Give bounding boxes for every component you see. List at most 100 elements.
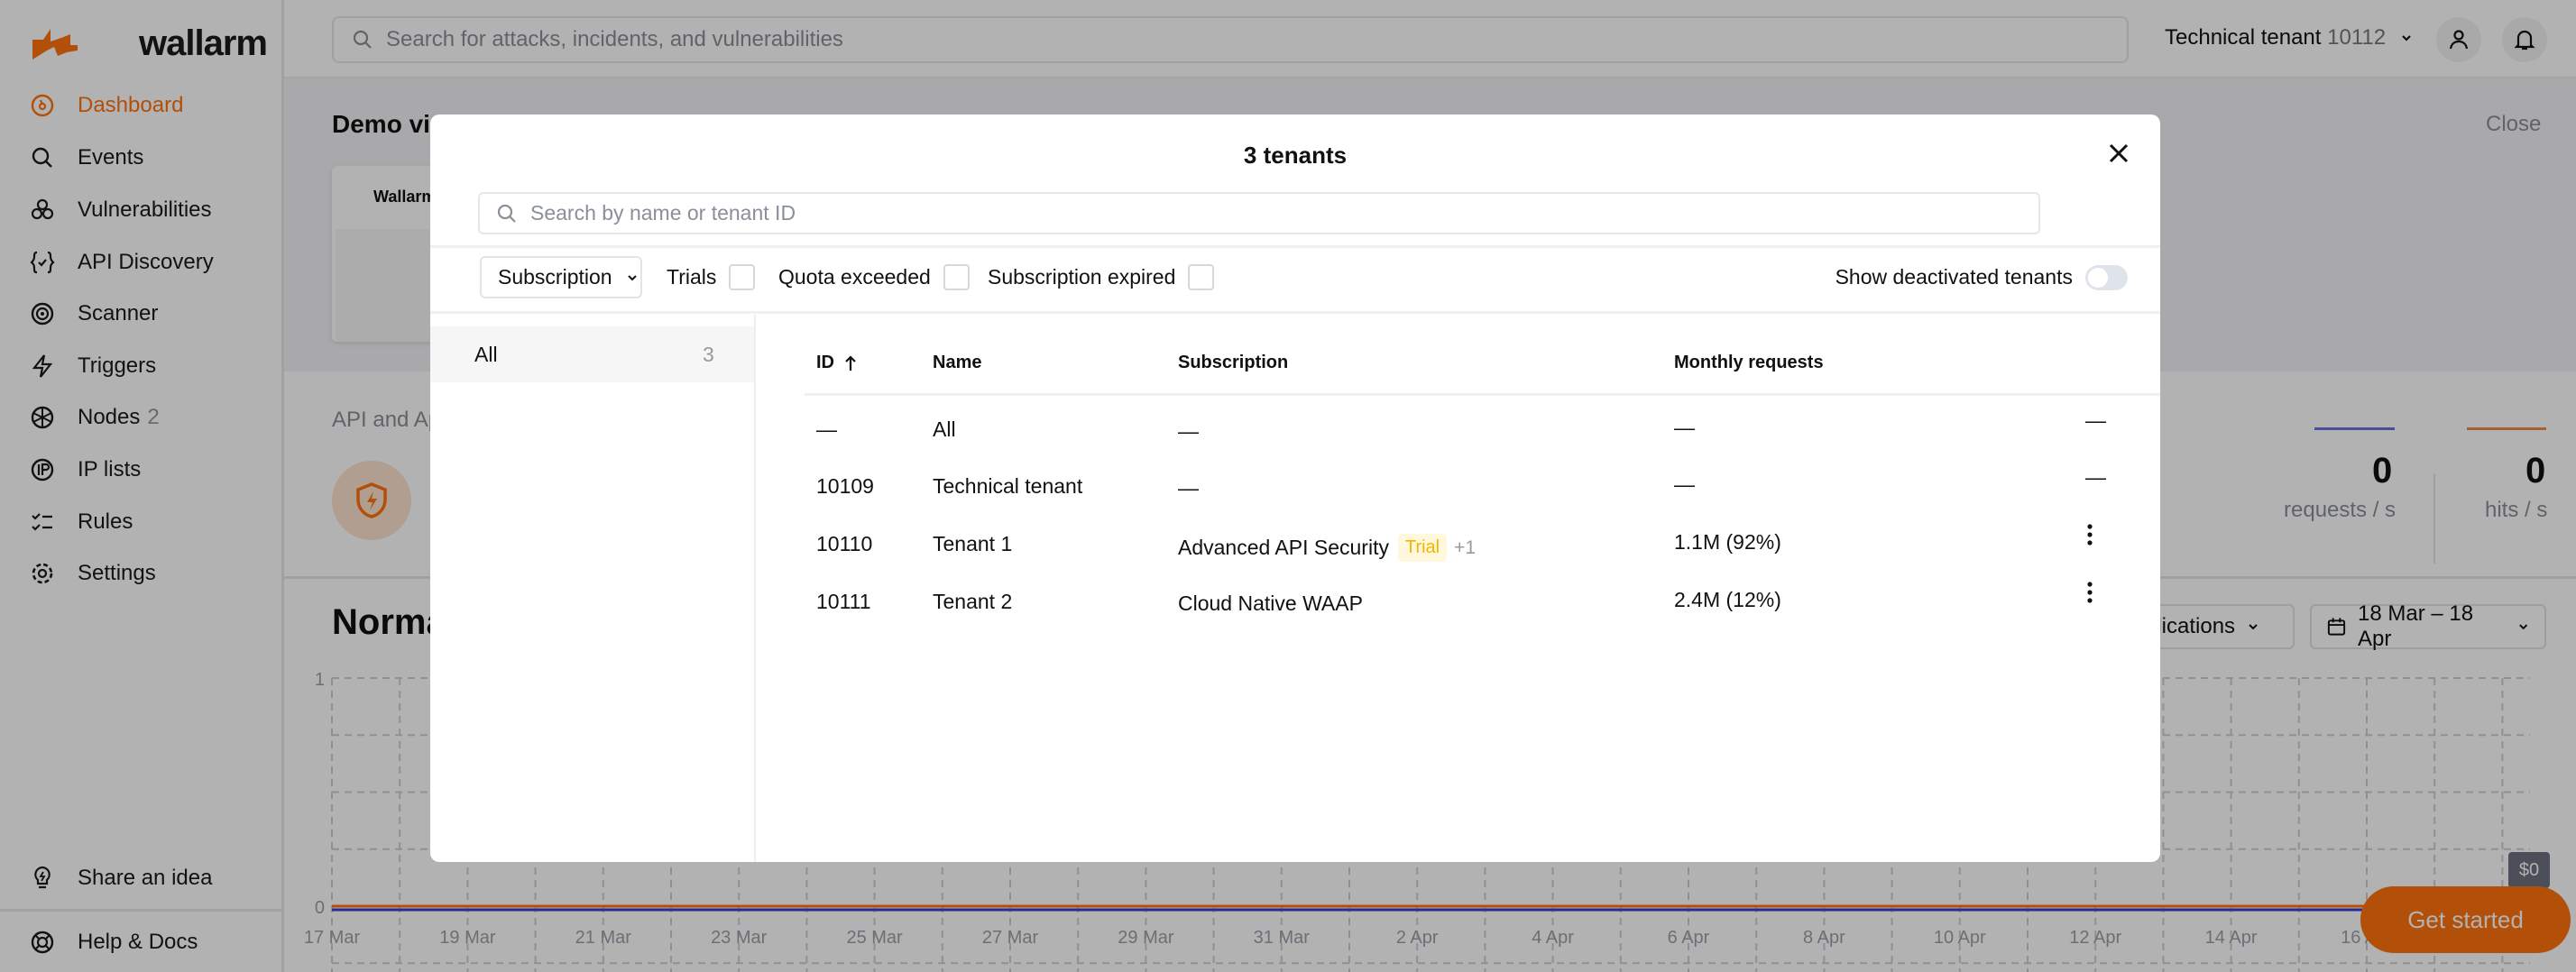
tenant-id: — (816, 417, 837, 441)
x-tick-label: 14 Apr (2205, 928, 2258, 948)
tenant-id: 10110 (816, 532, 873, 555)
rules-icon (29, 509, 56, 536)
sidebar-item-settings[interactable]: Settings (0, 551, 281, 596)
column-header-subscription[interactable]: Subscription (1178, 353, 1289, 372)
sidebar-item-vulnerabilities[interactable]: Vulnerabilities (0, 188, 281, 233)
notifications-button[interactable] (2502, 17, 2547, 62)
wallarm-logo[interactable]: wallarm (31, 23, 268, 64)
x-tick-label: 19 Mar (439, 928, 496, 948)
subscription-expired-label: Subscription expired (988, 265, 1176, 289)
logo-text: wallarm (139, 23, 268, 63)
demo-close-link[interactable]: Close (2486, 112, 2542, 136)
radar-icon (29, 300, 56, 327)
column-header-id[interactable]: ID (816, 353, 858, 373)
subscription-expired-checkbox[interactable] (1188, 264, 1215, 290)
sort-ascending-icon (845, 354, 856, 371)
sidebar-item-events[interactable]: Events (0, 135, 281, 180)
node-icon (29, 404, 56, 431)
trial-badge: Trial (1397, 534, 1448, 562)
show-deactivated-filter[interactable]: Show deactivated tenants (1835, 256, 2128, 298)
profile-button[interactable] (2436, 17, 2481, 62)
more-vertical-icon[interactable] (2085, 581, 2094, 604)
sidebar-item-label: Nodes 2 (78, 405, 160, 429)
date-range-dropdown[interactable]: 18 Mar – 18 Apr (2310, 601, 2546, 651)
group-item-all[interactable]: All 3 (430, 326, 754, 382)
sidebar-item-label: Vulnerabilities (78, 197, 212, 222)
column-header-monthly-requests[interactable]: Monthly requests (1674, 353, 1824, 372)
tenant-search-input[interactable]: Search by name or tenant ID (478, 192, 2040, 234)
sidebar-item-triggers[interactable]: Triggers (0, 344, 281, 389)
sidebar-item-label: Help & Docs (78, 930, 198, 954)
quota-exceeded-label: Quota exceeded (778, 265, 931, 289)
sidebar-item-ip-lists[interactable]: IP lists (0, 447, 281, 492)
sidebar-item-label: IP lists (78, 457, 142, 481)
search-icon (497, 204, 516, 223)
date-range-value: 18 Mar – 18 Apr (2358, 601, 2474, 651)
table-row[interactable]: 10110 Tenant 1 Advanced API Security Tria… (805, 519, 2160, 572)
global-search-placeholder: Search for attacks, incidents, and vulne… (386, 27, 843, 51)
row-actions[interactable]: — (2085, 465, 2106, 490)
requests-label: requests / s (2284, 498, 2397, 522)
row-actions[interactable] (2085, 581, 2094, 610)
table-row[interactable]: 10111 Tenant 2 Cloud Native WAAP 2.4M (1… (805, 577, 2160, 629)
subscription-filter-dropdown[interactable]: Subscription (480, 256, 642, 298)
sidebar-item-label: Rules (78, 509, 133, 534)
sidebar-item-rules[interactable]: Rules (0, 500, 281, 545)
sidebar-item-help-docs[interactable]: Help & Docs (0, 920, 281, 965)
x-tick-label: 29 Mar (1118, 928, 1174, 948)
show-deactivated-toggle[interactable] (2085, 264, 2128, 290)
close-icon[interactable] (2105, 140, 2132, 167)
api-section-label: API and Ap (332, 408, 441, 432)
column-header-name[interactable]: Name (933, 353, 982, 372)
tenant-groups-panel: All 3 (430, 315, 756, 862)
trials-checkbox[interactable] (729, 264, 756, 290)
show-deactivated-label: Show deactivated tenants (1835, 265, 2073, 289)
subscription-filter-label: Subscription (498, 265, 612, 289)
subscription-name: Cloud Native WAAP (1178, 591, 1363, 615)
tenant-name: Technical tenant (933, 474, 1083, 498)
sidebar-item-share-an-idea[interactable]: Share an idea (0, 856, 281, 901)
tenant-id: 10112 (2327, 25, 2387, 50)
x-tick-label: 12 Apr (2069, 928, 2121, 948)
price-badge: $0 (2508, 852, 2550, 888)
sidebar-item-nodes[interactable]: Nodes 2 (0, 395, 281, 440)
global-search-input[interactable]: Search for attacks, incidents, and vulne… (332, 16, 2129, 63)
gear-icon (29, 560, 56, 587)
tenant-subscription: — (1178, 476, 1199, 500)
sidebar-item-label: Triggers (78, 353, 157, 378)
sidebar-item-scanner[interactable]: Scanner (0, 291, 281, 336)
sidebar-item-api-discovery[interactable]: API Discovery (0, 240, 281, 285)
chevron-down-icon (2518, 624, 2527, 630)
column-id-label: ID (816, 353, 834, 372)
sidebar-item-label: Share an idea (78, 866, 213, 890)
biohazard-icon (29, 197, 56, 224)
modal-title: 3 tenants (1243, 142, 1348, 169)
more-subscriptions[interactable]: +1 (1454, 536, 1477, 558)
quota-exceeded-filter[interactable]: Quota exceeded (778, 256, 970, 298)
chevron-down-icon (627, 274, 637, 280)
quota-exceeded-checkbox[interactable] (943, 264, 970, 290)
search-icon (353, 30, 372, 49)
sidebar: wallarm Dashboard Events Vulnerabilities AP… (0, 0, 284, 972)
sidebar-item-label: Scanner (78, 301, 159, 326)
shield-bolt-icon (356, 482, 387, 518)
more-vertical-icon[interactable] (2085, 523, 2094, 546)
tenant-subscription: Advanced API Security Trial +1 (1178, 534, 1476, 562)
demo-video-thumbnail[interactable]: Wallarm (332, 166, 440, 342)
sidebar-item-dashboard[interactable]: Dashboard (0, 83, 281, 128)
x-tick-label: 2 Apr (1396, 928, 1439, 948)
tenant-switcher[interactable]: Technical tenant 10112 (2165, 25, 2415, 50)
subscription-expired-filter[interactable]: Subscription expired (988, 256, 1215, 298)
trials-filter[interactable]: Trials (667, 256, 756, 298)
table-row[interactable]: — All — — — (805, 405, 2160, 457)
x-tick-label: 10 Apr (1934, 928, 1986, 948)
table-row[interactable]: 10109 Technical tenant — — — (805, 462, 2160, 514)
x-tick-label: 17 Mar (304, 928, 361, 948)
sidebar-item-label: Settings (78, 561, 156, 585)
get-started-button[interactable]: Get started (2360, 886, 2571, 953)
row-actions[interactable]: — (2085, 408, 2106, 433)
row-actions[interactable] (2085, 523, 2094, 552)
tenant-name: Technical tenant (2165, 25, 2322, 50)
shield-badge (332, 461, 411, 540)
chevron-down-icon (2249, 624, 2258, 630)
